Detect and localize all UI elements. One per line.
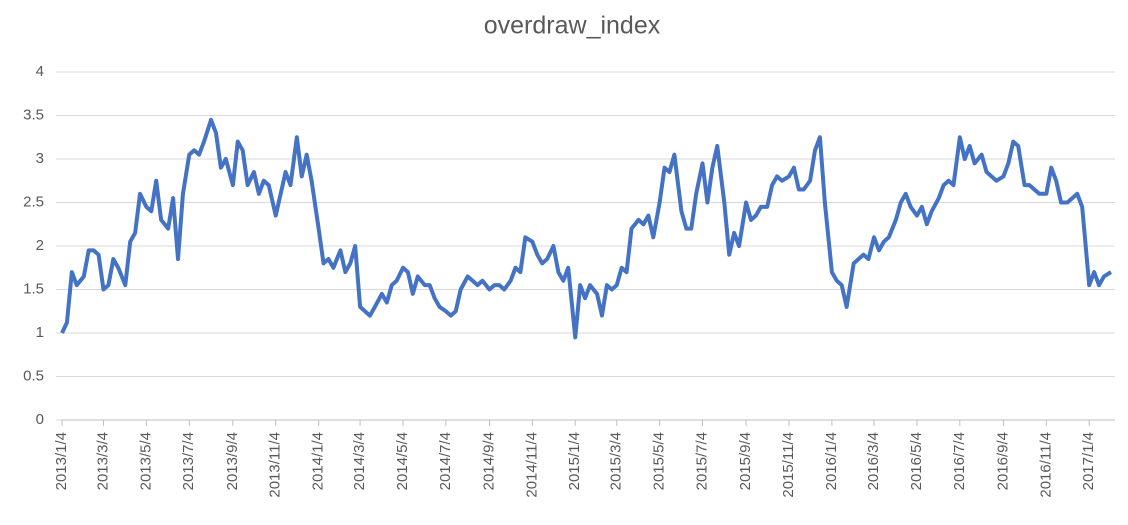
chart-title: overdraw_index bbox=[484, 12, 661, 40]
x-tick-label: 2014/11/4 bbox=[523, 432, 540, 498]
x-tick-label: 2013/3/4 bbox=[94, 432, 111, 490]
x-tick-label: 2016/9/4 bbox=[994, 432, 1011, 490]
y-tick-label: 2.5 bbox=[23, 193, 44, 210]
y-tick-label: 1 bbox=[36, 324, 44, 341]
x-tick-label: 2015/7/4 bbox=[693, 432, 710, 490]
x-tick-label: 2016/5/4 bbox=[908, 432, 925, 490]
x-tick-label: 2016/3/4 bbox=[865, 432, 882, 490]
x-tick-label: 2015/1/4 bbox=[566, 432, 583, 490]
x-tick-label: 2016/7/4 bbox=[951, 432, 968, 490]
y-tick-label: 0.5 bbox=[23, 367, 44, 384]
y-tick-label: 3 bbox=[36, 150, 44, 167]
x-tick-label: 2013/1/4 bbox=[53, 432, 70, 490]
x-tick-label: 2014/5/4 bbox=[394, 432, 411, 490]
x-tick-label: 2014/3/4 bbox=[351, 432, 368, 490]
x-tick-label: 2014/9/4 bbox=[480, 432, 497, 490]
y-tick-label: 2 bbox=[36, 237, 44, 254]
x-tick-label: 2014/7/4 bbox=[437, 432, 454, 490]
y-tick-label: 0 bbox=[36, 411, 44, 428]
x-tick-label: 2015/3/4 bbox=[608, 432, 625, 490]
x-tick-label: 2016/1/4 bbox=[823, 432, 840, 490]
x-tick-label: 2013/9/4 bbox=[224, 432, 241, 490]
x-tick-label: 2017/1/4 bbox=[1080, 432, 1097, 490]
y-tick-label: 1.5 bbox=[23, 280, 44, 297]
x-tick-label: 2016/11/4 bbox=[1037, 432, 1054, 498]
x-tick-label: 2015/5/4 bbox=[651, 432, 668, 490]
x-tick-label: 2015/11/4 bbox=[780, 432, 797, 498]
x-tick-label: 2013/7/4 bbox=[180, 432, 197, 490]
x-tick-label: 2013/5/4 bbox=[137, 432, 154, 490]
y-tick-label: 4 bbox=[36, 63, 44, 80]
x-tick-label: 2013/11/4 bbox=[267, 432, 284, 498]
data-line bbox=[60, 117, 1113, 340]
x-tick-label: 2015/9/4 bbox=[737, 432, 754, 490]
x-tick-label: 2014/1/4 bbox=[310, 432, 327, 490]
y-tick-label: 3.5 bbox=[23, 106, 44, 123]
